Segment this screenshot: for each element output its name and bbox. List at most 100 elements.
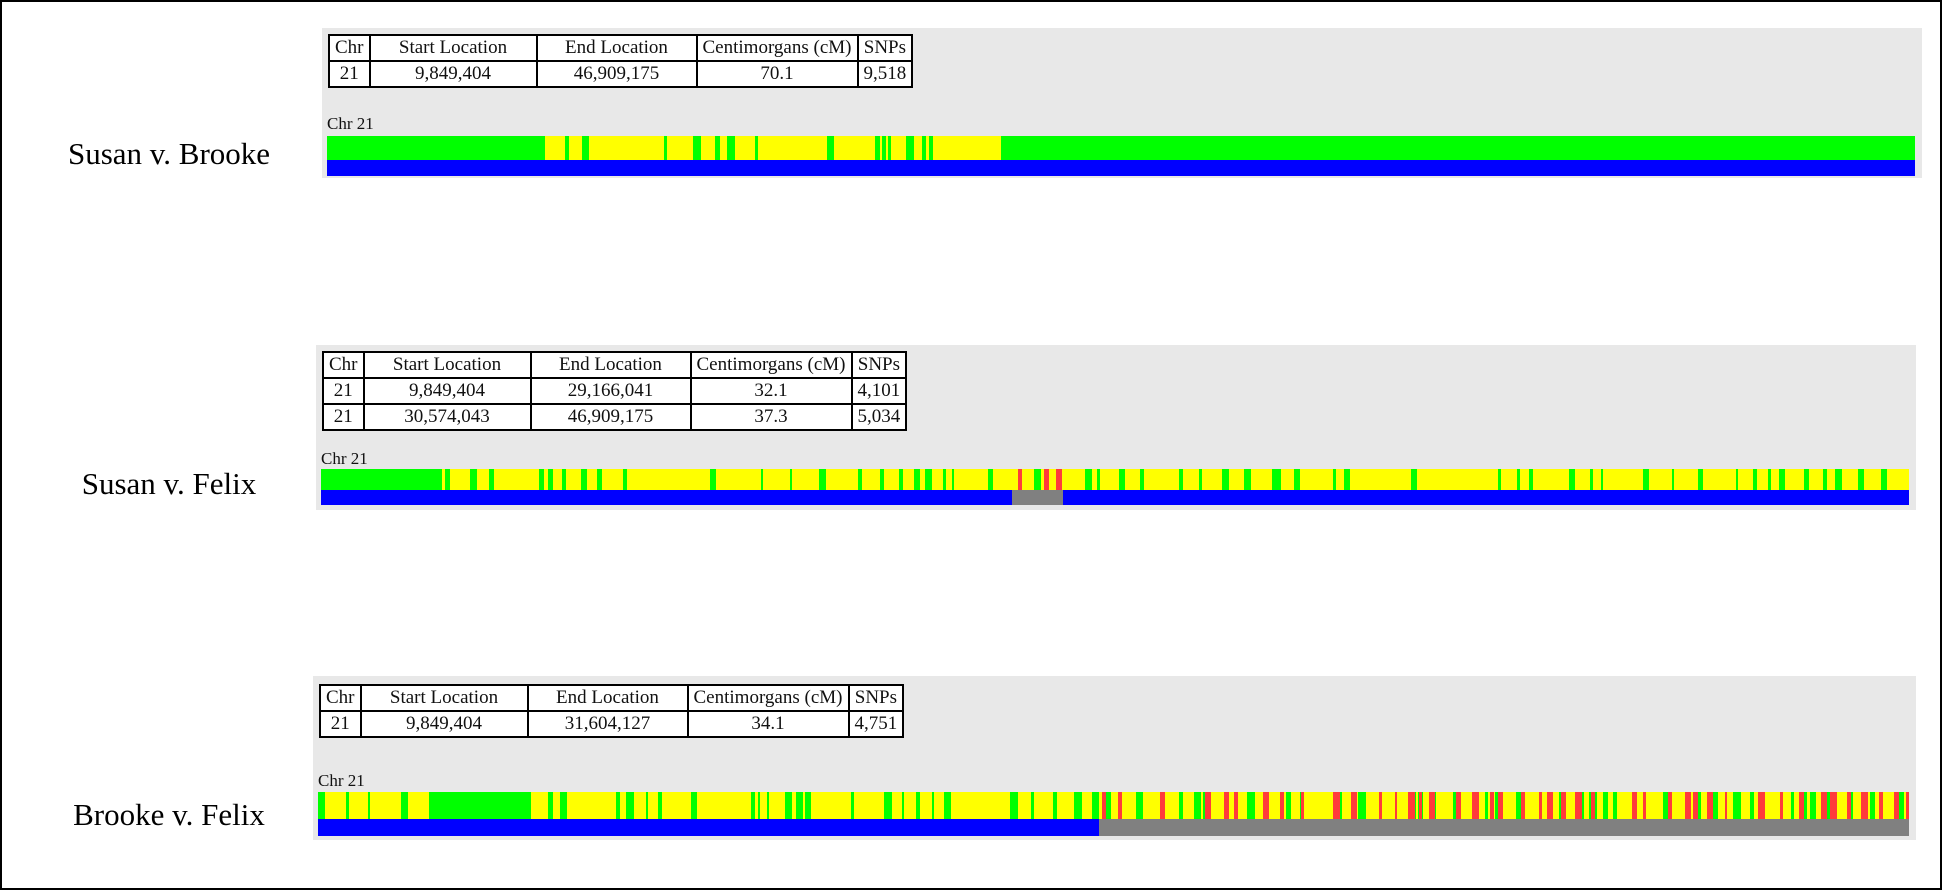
cell-chr: 21 [322,377,365,405]
full-match-stripe [1136,792,1144,819]
mismatch-stripe [1821,792,1827,819]
full-match-stripe [1896,792,1905,819]
full-match-stripe [1344,469,1351,490]
mismatch-stripe [1706,792,1714,819]
chromosome-label: Chr 21 [327,114,374,133]
full-match-stripe [928,136,934,160]
full-match-stripe [1881,469,1888,490]
full-match-stripe [1358,792,1366,819]
full-match-stripe [1272,469,1281,490]
full-match-stripe [1528,469,1534,490]
full-match-stripe [1293,469,1301,490]
full-match-stripe [899,469,904,490]
full-match-stripe [766,792,769,819]
full-match-stripe [850,792,855,819]
cell-end: 29,166,041 [529,377,692,405]
mismatch-stripe [1847,792,1851,819]
full-match-stripe [1485,792,1489,819]
cell-end: 31,604,127 [526,710,689,738]
full-match-stripe [581,469,587,490]
full-match-stripe [1091,792,1099,819]
full-match-stripe [1498,469,1501,490]
mismatch-stripe [1489,792,1495,819]
full-match-stripe [805,792,811,819]
full-match-stripe [1857,469,1865,490]
mismatch-stripe [1118,792,1123,819]
full-match-stripe [1198,469,1203,490]
mismatch-stripe [1159,792,1165,819]
full-match-stripe [1711,792,1719,819]
mismatch-stripe [1043,469,1049,490]
cell-end: 46,909,175 [535,60,698,88]
mismatch-stripe [1685,792,1691,819]
full-match-stripe [921,136,926,160]
full-match-stripe [1753,469,1758,490]
matched-segment [1063,490,1909,505]
full-match-stripe [1803,469,1809,490]
full-match-stripe [727,136,736,160]
mismatch-stripe [1798,792,1805,819]
full-match-stripe [664,136,668,160]
matched-segment [321,490,1012,505]
segment-table: Chr Start Location End Location Centimor… [319,684,905,738]
full-match-stripe [1179,469,1183,490]
mismatch-stripe [1692,792,1698,819]
full-match-stripe [548,469,553,490]
full-match-stripe [951,469,954,490]
mismatch-stripe [1560,792,1566,819]
matched-segment-track [318,819,1909,836]
full-match-stripe [1084,469,1092,490]
full-match-stripe [901,792,904,819]
full-match-stripe [582,136,589,160]
full-match-stripe [827,136,834,160]
full-match-stripe [346,792,350,819]
full-match-stripe [906,136,915,160]
full-match-stripe [1010,792,1018,819]
full-match-stripe [714,136,721,160]
full-match-stripe [1411,469,1417,490]
cell-chr: 21 [328,60,371,88]
cell-snps: 4,101 [850,377,908,405]
full-match-block [432,792,532,819]
full-match-stripe [1053,792,1058,819]
full-match-stripe [1333,469,1337,490]
full-match-stripe [1000,136,1003,160]
mismatch-stripe [1378,792,1382,819]
matched-segment-track [327,160,1915,176]
full-match-block [327,136,546,160]
mismatch-stripe [1905,792,1909,819]
cell-chr: 21 [322,403,365,431]
header-end-location: End Location [535,34,698,62]
full-match-stripe [539,469,544,490]
mismatch-stripe [1547,792,1554,819]
full-match-stripe [559,792,568,819]
full-match-stripe [1779,469,1786,490]
header-chr: Chr [319,684,362,712]
cell-snps: 5,034 [850,403,908,431]
full-match-stripe [1695,792,1701,819]
cell-cm: 70.1 [695,60,859,88]
header-centimorgans: Centimorgans (cM) [686,684,850,712]
full-match-stripe [469,469,477,490]
full-match-stripe [444,469,450,490]
header-snps: SNPs [850,351,908,379]
mismatch-stripe [1642,792,1646,819]
table-row: 21 9,849,404 29,166,041 32.1 4,101 [322,377,908,405]
full-match-stripe [645,792,648,819]
table-row: 21 9,849,404 31,604,127 34.1 4,751 [319,710,905,738]
cell-start: 9,849,404 [359,710,529,738]
full-match-stripe [988,469,994,490]
cell-cm: 34.1 [686,710,850,738]
full-match-stripe [547,792,553,819]
full-match-stripe [690,792,697,819]
comparison-label: Susan v. Brooke [67,136,271,171]
header-centimorgans: Centimorgans (cM) [695,34,859,62]
cell-snps: 4,751 [847,710,905,738]
mismatch-stripe [1575,792,1583,819]
comparison-label: Susan v. Felix [81,466,257,501]
full-match-stripe [913,469,920,490]
header-centimorgans: Centimorgans (cM) [689,351,853,379]
full-match-stripe [1139,469,1144,490]
header-end-location: End Location [529,351,692,379]
full-match-stripe [789,469,793,490]
